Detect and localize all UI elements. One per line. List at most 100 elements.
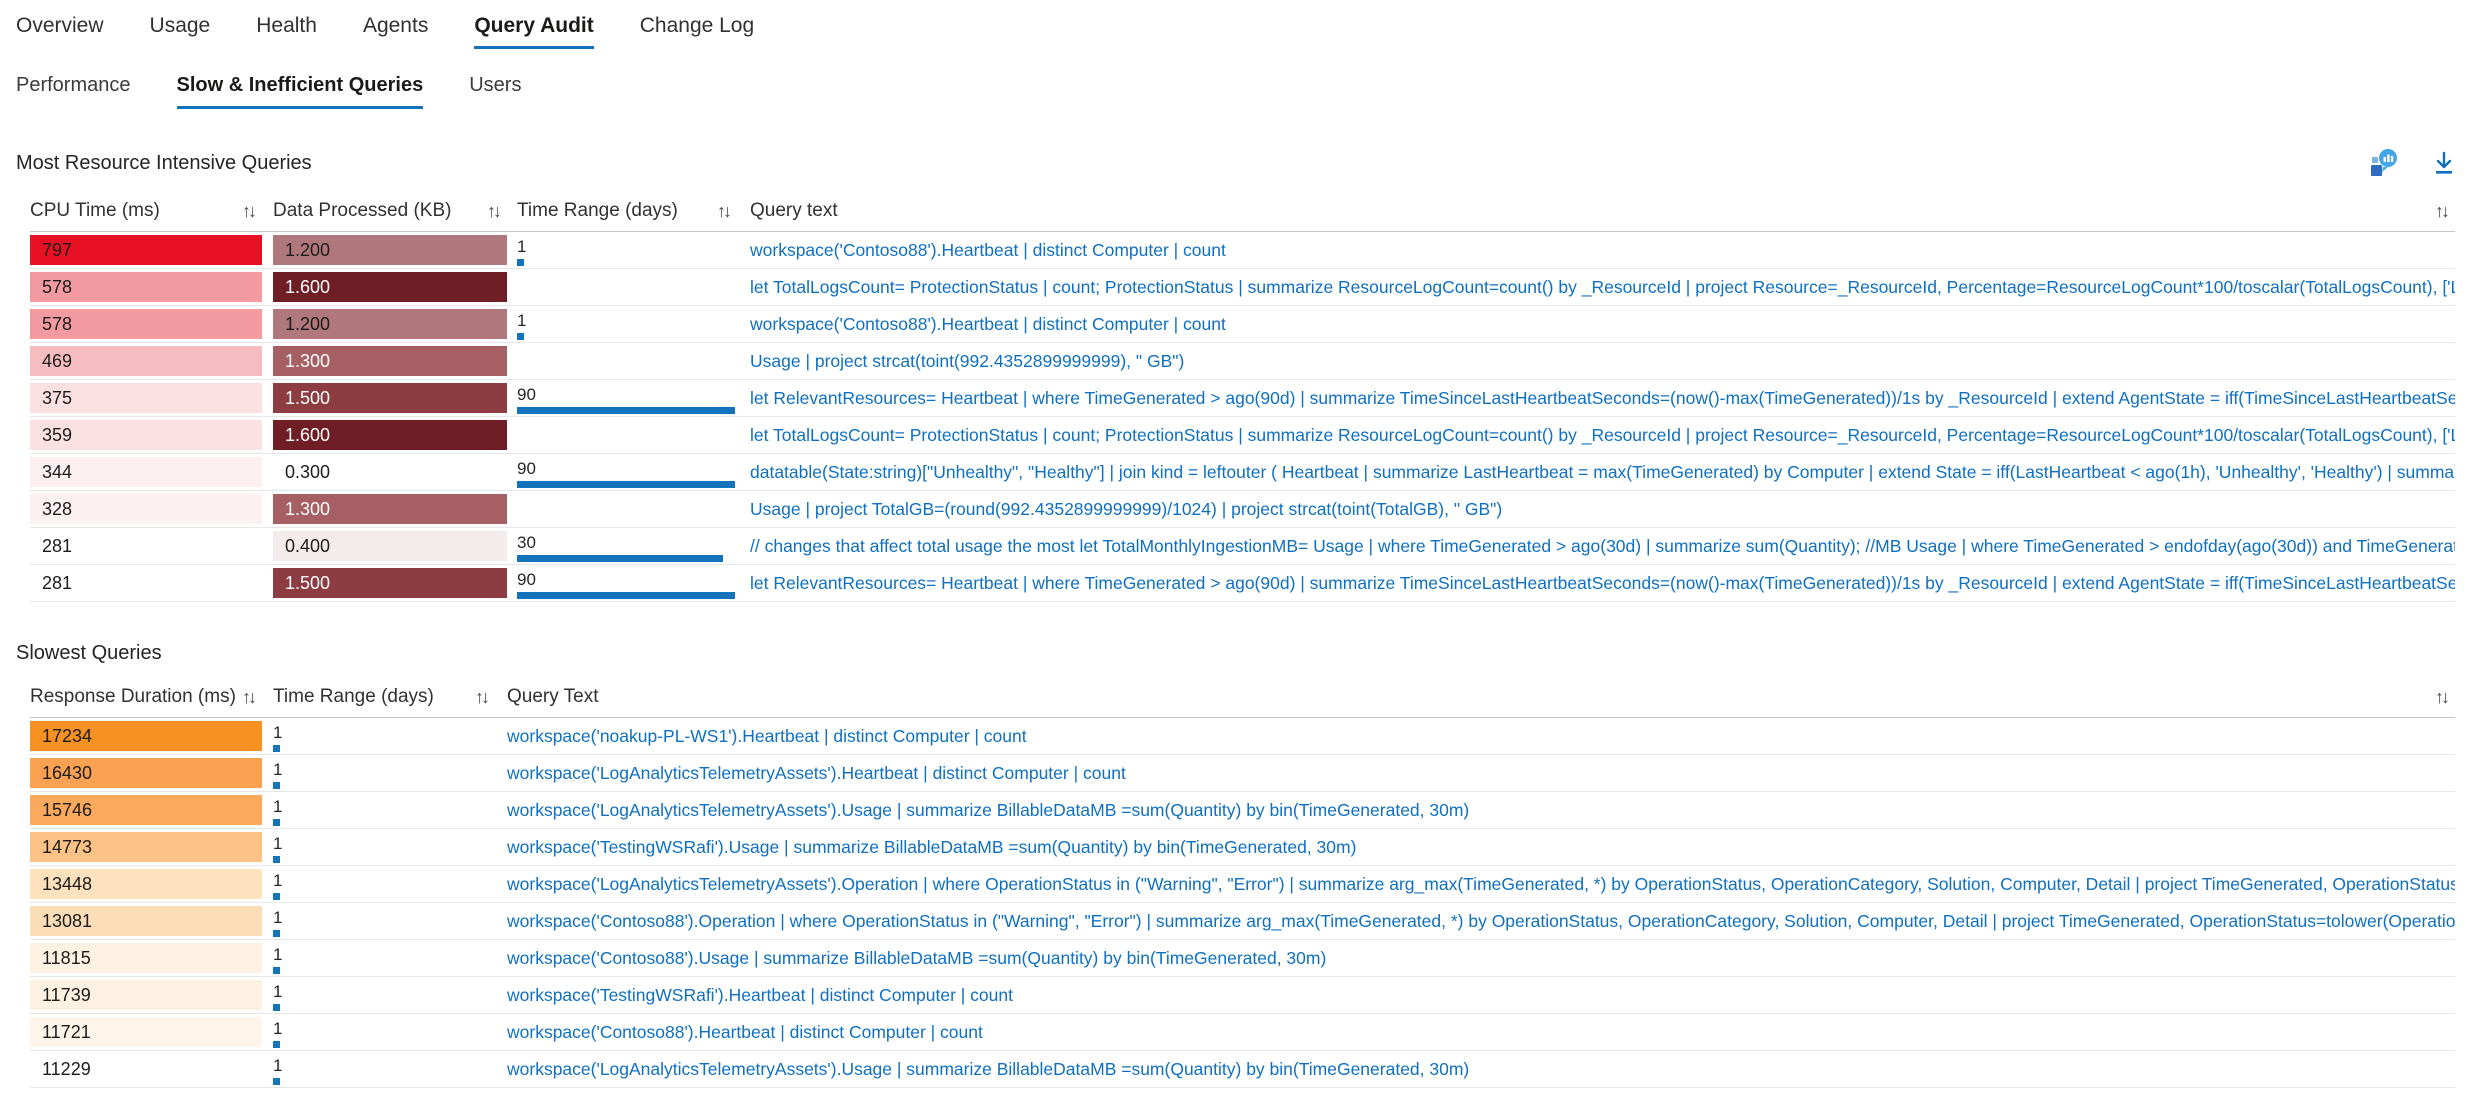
time-range-cell: 30 <box>517 528 737 564</box>
query-text-link[interactable]: workspace('LogAnalyticsTelemetryAssets')… <box>507 799 1470 820</box>
query-text-link[interactable]: workspace('Contoso88').Operation | where… <box>507 910 2455 931</box>
data-processed-cell-value: 0.300 <box>285 462 331 482</box>
query-text-link[interactable]: workspace('Contoso88').Heartbeat | disti… <box>507 1021 983 1042</box>
column-header-query-text[interactable]: Query Text ↑↓ <box>507 686 2455 708</box>
sort-icon: ↑↓ <box>487 200 502 221</box>
query-text-link[interactable]: workspace('LogAnalyticsTelemetryAssets')… <box>507 762 1126 783</box>
query-text-link[interactable]: Usage | project TotalGB=(round(992.43528… <box>750 498 1503 519</box>
response-duration-cell-value: 11815 <box>30 943 262 973</box>
time-range-bar <box>273 1041 280 1048</box>
query-text-link[interactable]: datatable(State:string)["Unhealthy", "He… <box>750 461 2455 482</box>
query-text-link[interactable]: workspace('LogAnalyticsTelemetryAssets')… <box>507 1058 1470 1079</box>
table-row[interactable]: 11739 1 workspace('TestingWSRafi').Heartbe… <box>30 977 2455 1014</box>
download-icon[interactable] <box>2428 147 2460 179</box>
cpu-time-cell: 344 <box>30 457 262 487</box>
tab-agents[interactable]: Agents <box>362 14 429 37</box>
table-row[interactable]: 578 1.200 1 workspace('Contoso88').Heartbea… <box>30 306 2455 343</box>
time-range-bar <box>273 893 280 900</box>
table-row[interactable]: 14773 1 workspace('TestingWSRafi').Usage |… <box>30 829 2455 866</box>
query-text-link[interactable]: let RelevantResources= Heartbeat | where… <box>750 572 2455 593</box>
response-duration-cell: 17234 <box>30 721 262 751</box>
column-label: Response Duration (ms) <box>30 686 236 707</box>
query-text-link[interactable]: Usage | project strcat(toint(992.4352899… <box>750 350 1185 371</box>
tab-query-audit[interactable]: Query Audit <box>474 14 594 49</box>
query-text-link[interactable]: workspace('TestingWSRafi').Heartbeat | d… <box>507 984 1013 1005</box>
column-header-cpu-time[interactable]: CPU Time (ms) ↑↓ <box>30 200 262 222</box>
column-label: CPU Time (ms) <box>30 200 160 221</box>
time-range-cell: 1 <box>273 1014 495 1050</box>
subtab-performance[interactable]: Performance <box>16 74 131 96</box>
table-row[interactable]: 469 1.300 Usage | project strcat(toint(992… <box>30 343 2455 380</box>
table-row[interactable]: 11721 1 workspace('Contoso88').Heartbeat |… <box>30 1014 2455 1051</box>
cpu-time-cell: 578 <box>30 309 262 339</box>
table-row[interactable]: 328 1.300 Usage | project TotalGB=(round(9… <box>30 491 2455 528</box>
data-processed-cell-value: 1.500 <box>273 568 507 598</box>
table-row[interactable]: 11229 1 workspace('LogAnalyticsTelemetryAs… <box>30 1051 2455 1088</box>
time-range-bar <box>273 782 280 789</box>
subtab-users[interactable]: Users <box>469 74 522 96</box>
time-range-value <box>517 353 737 372</box>
table-row[interactable]: 797 1.200 1 workspace('Contoso88').Heartbea… <box>30 232 2455 269</box>
query-text-link[interactable]: workspace('noakup-PL-WS1').Heartbeat | d… <box>507 725 1027 746</box>
table-row[interactable]: 344 0.300 90 datatable(State:string)["Unhea… <box>30 454 2455 491</box>
data-processed-cell: 1.200 <box>273 235 507 265</box>
tab-change-log[interactable]: Change Log <box>639 14 755 37</box>
query-text-link[interactable]: workspace('Contoso88').Usage | summarize… <box>507 947 1327 968</box>
column-header-response-duration[interactable]: Response Duration (ms) ↑↓ <box>30 686 262 708</box>
table-row[interactable]: 578 1.600 let TotalLogsCount= ProtectionSt… <box>30 269 2455 306</box>
table-row[interactable]: 281 0.400 30 // changes that affect total u… <box>30 528 2455 565</box>
query-text-link[interactable]: // changes that affect total usage the m… <box>750 535 2455 556</box>
table-row[interactable]: 359 1.600 let TotalLogsCount= ProtectionSt… <box>30 417 2455 454</box>
subtab-slow-inefficient-queries[interactable]: Slow & Inefficient Queries <box>176 74 424 109</box>
section-title-slowest-queries: Slowest Queries <box>16 642 162 664</box>
table-row[interactable]: 13081 1 workspace('Contoso88').Operation |… <box>30 903 2455 940</box>
cpu-time-cell: 281 <box>30 531 262 561</box>
query-text-cell: workspace('LogAnalyticsTelemetryAssets')… <box>507 763 2455 784</box>
table-row[interactable]: 11815 1 workspace('Contoso88').Usage | sum… <box>30 940 2455 977</box>
time-range-bar <box>517 333 524 340</box>
column-header-time-range[interactable]: Time Range (days) ↑↓ <box>273 686 495 708</box>
data-processed-cell-value: 1.600 <box>273 420 507 450</box>
time-range-value <box>517 501 737 520</box>
tab-overview[interactable]: Overview <box>16 14 104 37</box>
response-duration-cell: 11739 <box>30 980 262 1010</box>
query-text-link[interactable]: let TotalLogsCount= ProtectionStatus | c… <box>750 424 2455 445</box>
column-header-data-processed[interactable]: Data Processed (KB) ↑↓ <box>273 200 507 222</box>
sort-icon: ↑↓ <box>2435 200 2450 221</box>
query-text-link[interactable]: workspace('LogAnalyticsTelemetryAssets')… <box>507 873 2455 894</box>
column-header-query-text[interactable]: Query text ↑↓ <box>750 200 2455 222</box>
table-row[interactable]: 375 1.500 90 let RelevantResources= Heartbe… <box>30 380 2455 417</box>
cpu-time-cell-value: 359 <box>30 420 262 450</box>
time-range-bar <box>273 745 280 752</box>
table-row[interactable]: 281 1.500 90 let RelevantResources= Heartbe… <box>30 565 2455 602</box>
column-label: Time Range (days) <box>273 686 434 707</box>
query-text-cell: workspace('LogAnalyticsTelemetryAssets')… <box>507 1059 2455 1080</box>
table-toolbar <box>2368 147 2460 179</box>
query-text-link[interactable]: workspace('Contoso88').Heartbeat | disti… <box>750 313 1226 334</box>
query-text-link[interactable]: let RelevantResources= Heartbeat | where… <box>750 387 2455 408</box>
query-audit-subtab-bar: Performance Slow & Inefficient Queries Use… <box>0 49 2480 109</box>
query-text-link[interactable]: let TotalLogsCount= ProtectionStatus | c… <box>750 276 2455 297</box>
workbook-visualization-icon[interactable] <box>2368 147 2400 179</box>
table-row[interactable]: 16430 1 workspace('LogAnalyticsTelemetryAs… <box>30 755 2455 792</box>
time-range-cell: 90 <box>517 565 737 601</box>
table-row[interactable]: 13448 1 workspace('LogAnalyticsTelemetryAs… <box>30 866 2455 903</box>
workbook-visualization-glyph <box>2371 149 2397 176</box>
column-header-time-range[interactable]: Time Range (days) ↑↓ <box>517 200 737 222</box>
query-text-link[interactable]: workspace('TestingWSRafi').Usage | summa… <box>507 836 1357 857</box>
response-duration-cell-value: 14773 <box>30 832 262 862</box>
query-text-cell: workspace('Contoso88').Heartbeat | disti… <box>507 1022 2455 1043</box>
response-duration-cell: 16430 <box>30 758 262 788</box>
table-row[interactable]: 17234 1 workspace('noakup-PL-WS1').Heartbe… <box>30 718 2455 755</box>
data-processed-cell: 0.400 <box>273 531 507 561</box>
time-range-bar <box>273 819 280 826</box>
tab-health[interactable]: Health <box>256 14 317 37</box>
data-processed-cell-value: 0.400 <box>273 531 507 561</box>
table-row[interactable]: 15746 1 workspace('LogAnalyticsTelemetryAs… <box>30 792 2455 829</box>
table-header-row: CPU Time (ms) ↑↓ Data Processed (KB) ↑↓ … <box>30 191 2455 232</box>
cpu-time-cell-value: 328 <box>30 494 262 524</box>
tab-usage[interactable]: Usage <box>149 14 211 37</box>
query-text-link[interactable]: workspace('Contoso88').Heartbeat | disti… <box>750 239 1226 260</box>
time-range-cell: 1 <box>517 306 737 342</box>
table-body: 17234 1 workspace('noakup-PL-WS1').Heartbe… <box>30 718 2455 1088</box>
